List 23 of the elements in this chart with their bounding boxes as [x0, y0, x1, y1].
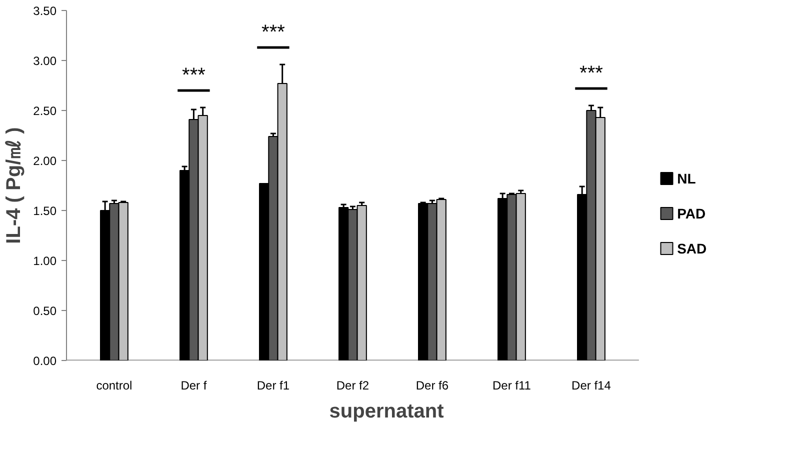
x-tick-label: Der f6 [416, 378, 449, 392]
x-tick-label: Der f [180, 378, 208, 392]
x-axis-title: supernatant [329, 400, 444, 422]
y-tick-label: 0.50 [33, 304, 57, 318]
y-tick-label: 1.50 [33, 204, 57, 218]
annotation: *** [262, 22, 286, 44]
legend-label: NL [677, 170, 696, 186]
y-tick-label: 0.00 [33, 354, 57, 368]
y-tick-label: 3.50 [33, 4, 57, 18]
x-tick-label: Der f11 [492, 378, 532, 392]
y-axis-title: IL-4 ( Pg/㎖ ) [3, 127, 26, 244]
legend-label: PAD [677, 206, 706, 222]
legend-label: SAD [677, 240, 707, 256]
y-tick-label: 2.50 [33, 104, 57, 118]
x-tick-label: Der f2 [336, 378, 370, 392]
annotation: *** [580, 62, 604, 84]
x-tick-label: control [96, 378, 132, 392]
x-tick-label: Der f1 [256, 378, 290, 392]
x-tick-label: Der f14 [572, 378, 612, 392]
y-tick-label: 3.00 [33, 54, 57, 68]
y-tick-label: 1.00 [33, 254, 57, 268]
y-tick-label: 2.00 [33, 154, 57, 168]
annotation: *** [182, 64, 206, 86]
